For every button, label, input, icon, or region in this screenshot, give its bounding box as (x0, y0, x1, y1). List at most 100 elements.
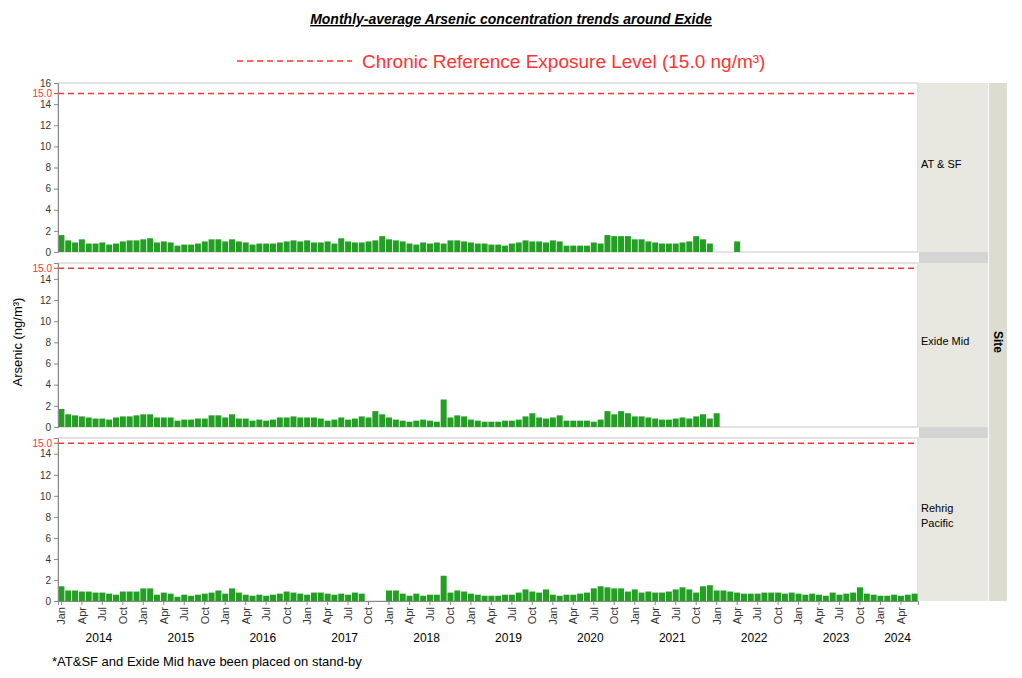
bar (133, 240, 139, 252)
bar (427, 244, 433, 252)
bar (611, 588, 617, 601)
bar (543, 242, 549, 252)
y-tick: 4 (45, 204, 58, 215)
bar (359, 242, 365, 252)
x-tick-label: Oct (772, 607, 784, 624)
bar (243, 419, 249, 427)
bar (120, 416, 126, 427)
bar (222, 241, 228, 252)
bar (509, 595, 515, 601)
bar (898, 596, 904, 601)
x-tick-mark (778, 601, 779, 605)
bar (475, 595, 481, 601)
bar (761, 593, 767, 601)
reference-line (58, 93, 918, 95)
x-tick: Oct (199, 601, 211, 624)
legend-label: Chronic Reference Exposure Level (15.0 n… (362, 51, 765, 72)
y-tick: 14 (40, 448, 58, 459)
y-tick: 12 (40, 120, 58, 131)
bar (140, 239, 146, 252)
y-tick: 0 (45, 247, 58, 258)
bar (407, 422, 413, 427)
x-tick-mark (900, 601, 901, 605)
bar (427, 421, 433, 427)
bar (99, 419, 105, 427)
reference-line (58, 268, 918, 270)
bar (263, 421, 269, 427)
y-tick: 10 (40, 316, 58, 327)
bar (297, 594, 303, 601)
bar (400, 241, 406, 252)
bar (325, 421, 331, 427)
bar (557, 241, 563, 252)
bar (202, 594, 208, 601)
x-axis-line (59, 602, 919, 606)
bar (188, 245, 194, 252)
bar (434, 422, 440, 427)
bar (796, 594, 802, 601)
bar (598, 420, 604, 427)
bar (652, 593, 658, 601)
x-tick: Apr (321, 601, 333, 624)
y-tick-mark (54, 279, 58, 280)
y-tick-mark (54, 601, 58, 602)
x-tick-mark (696, 601, 697, 605)
bar (645, 241, 651, 252)
x-tick: Apr (485, 601, 497, 624)
bar (79, 239, 85, 252)
bar (536, 417, 542, 427)
y-tick-mark (54, 580, 58, 581)
x-tick: Apr (240, 601, 252, 624)
bar (338, 594, 344, 601)
y-tick: 4 (45, 379, 58, 390)
x-tick-label: Apr (403, 607, 415, 624)
x-tick-mark (798, 601, 799, 605)
x-tick-mark (757, 601, 758, 605)
bar (871, 595, 877, 601)
bar (441, 399, 447, 427)
bar (488, 245, 494, 252)
x-tick-mark (655, 601, 656, 605)
y-tick-mark (54, 385, 58, 386)
y-axis-line (54, 264, 59, 428)
bar (79, 592, 85, 601)
bar (113, 244, 119, 252)
bar (611, 414, 617, 427)
bar (789, 593, 795, 601)
bar (181, 420, 187, 427)
bar (58, 586, 64, 601)
bar (407, 244, 413, 252)
x-tick: Jul (96, 601, 108, 621)
y-tick-label: 14 (40, 274, 52, 285)
y-tick-label: 10 (40, 491, 52, 502)
y-tick-label: 14 (40, 99, 52, 110)
bar (693, 593, 699, 601)
x-tick: Jul (178, 601, 190, 621)
bar (133, 415, 139, 427)
bar (604, 587, 610, 601)
bar (686, 419, 692, 427)
bar (543, 589, 549, 601)
panel-title: Exide Mid (921, 335, 969, 347)
bar (379, 236, 385, 252)
x-tick: Jul (342, 601, 354, 621)
facet-label: Site (991, 331, 1005, 353)
bar (168, 242, 174, 252)
y-tick-label: 2 (45, 401, 51, 412)
bar (393, 420, 399, 427)
y-tick: 12 (40, 470, 58, 481)
x-tick-mark (450, 601, 451, 605)
year-label: 2024 (884, 631, 911, 645)
bar (72, 590, 78, 601)
bar (345, 241, 351, 252)
bar (488, 422, 494, 427)
bar (891, 595, 897, 601)
reference-tick (54, 443, 58, 444)
y-tick-mark (54, 210, 58, 211)
bar (359, 594, 365, 601)
bar (250, 421, 256, 427)
bar (680, 242, 686, 252)
y-axis-line (54, 84, 59, 253)
y-tick-mark (54, 252, 58, 253)
x-tick-label: Apr (321, 607, 333, 624)
